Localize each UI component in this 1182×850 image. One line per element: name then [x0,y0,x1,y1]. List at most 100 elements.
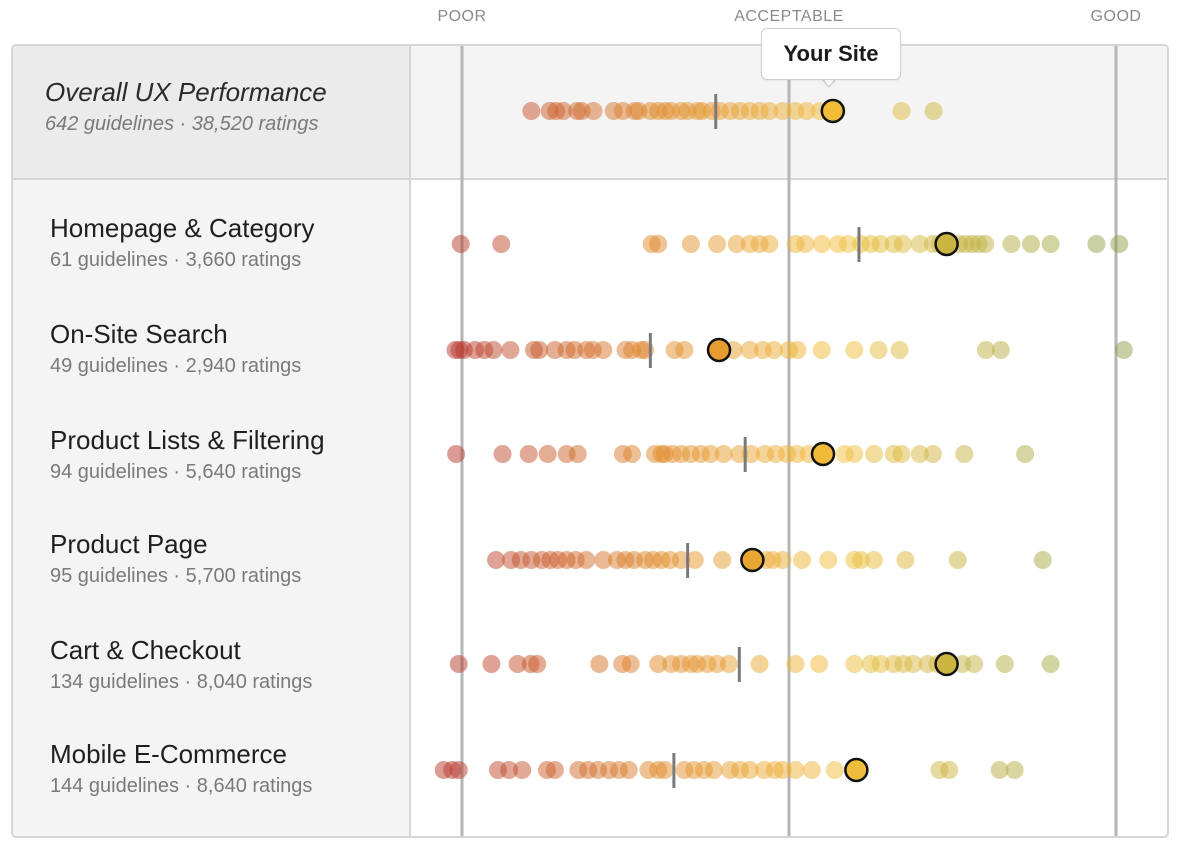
rating-dot [940,761,959,779]
rating-dot [594,341,613,359]
category-subtitle: 49 guidelines · 2,940 ratings [50,355,302,377]
rating-dot [508,655,527,673]
category-title: Product Page [50,529,208,559]
rating-dot [493,445,512,463]
your-site-marker [844,757,869,783]
rating-dot [584,102,603,120]
category-title: Homepage & Category [50,213,315,243]
rating-dot [845,445,864,463]
rating-dot [865,445,884,463]
scale-label-acceptable: ACCEPTABLE [734,8,844,25]
rating-dot [1005,761,1024,779]
category-title: Overall UX Performance [45,77,327,107]
rating-dot [991,341,1010,359]
rating-dot [740,341,759,359]
rating-dot [788,341,807,359]
rating-dot [492,235,511,253]
rating-dot [923,445,942,463]
rating-dot [713,551,732,569]
rating-dot [649,235,668,253]
rating-dot [896,551,915,569]
rating-dot [482,655,501,673]
category-title: Cart & Checkout [50,635,241,665]
rating-dot [845,655,864,673]
rating-dot [955,445,974,463]
category-label: Mobile E-Commerce 144 guidelines · 8,640 … [50,738,312,800]
rating-dot [708,235,727,253]
rating-dot [451,235,470,253]
category-subtitle: 61 guidelines · 3,660 ratings [50,249,302,271]
rating-dot [764,341,783,359]
rating-dot [893,235,912,253]
rating-dot [796,235,815,253]
tooltip-arrow-fill [822,77,836,86]
your-site-marker [820,98,846,124]
scale-label-poor: POOR [437,8,487,25]
rating-dot [568,445,587,463]
rating-dot [1114,341,1133,359]
category-subtitle: 642 guidelines · 38,520 ratings [45,113,319,135]
rating-dot [924,102,943,120]
rating-dot [538,445,557,463]
category-label: Product Lists & Filtering 94 guidelines ·… [50,424,325,486]
category-label: On-Site Search 49 guidelines · 2,940 rati… [50,318,301,380]
rating-dot [810,655,829,673]
rating-dot [904,655,923,673]
rating-dot [1041,655,1060,673]
rating-dot [948,551,967,569]
your-site-marker [810,441,836,467]
rating-dot [910,235,929,253]
rating-dot [484,341,503,359]
rating-dot [786,761,805,779]
rating-dot [623,445,642,463]
rating-dot [1016,445,1035,463]
rating-dot [892,102,911,120]
your-site-marker [934,651,959,677]
rating-dot [890,341,909,359]
category-title: Mobile E-Commerce [50,739,287,769]
rating-dot [714,445,733,463]
rating-dot [976,341,995,359]
rating-dot [1087,235,1106,253]
rating-dot [672,551,691,569]
rating-dot [1041,235,1060,253]
category-subtitle: 94 guidelines · 5,640 ratings [50,461,302,483]
rating-dot [685,551,704,569]
category-label: Overall UX Performance 642 guidelines · 3… [45,76,327,138]
scale-label-good: GOOD [1090,8,1142,25]
category-label: Homepage & Category 61 guidelines · 3,660… [50,212,314,274]
rating-dot [449,655,468,673]
scale-labels: POOR ACCEPTABLE GOOD [0,0,1182,40]
category-subtitle: 134 guidelines · 8,040 ratings [50,671,313,693]
overall-label-cell [13,46,411,178]
rating-dot [760,235,779,253]
rating-dot [655,761,674,779]
rating-dot [719,655,738,673]
rating-dot [812,341,831,359]
rating-dot [750,655,769,673]
rating-dot [727,235,746,253]
rating-dot [545,761,564,779]
your-site-marker [706,337,732,363]
rating-dot [965,655,984,673]
rating-dot [447,445,466,463]
rating-dot [501,341,520,359]
rating-dot [590,655,609,673]
rating-dot [1002,235,1021,253]
rating-dot [701,445,720,463]
rating-dot [513,761,532,779]
rating-dot [1021,235,1040,253]
chart-frame [11,44,1169,838]
rating-dot [910,445,929,463]
category-label: Cart & Checkout 134 guidelines · 8,040 ra… [50,634,312,696]
rating-dot [487,551,506,569]
category-subtitle: 144 guidelines · 8,640 ratings [50,775,313,797]
rating-dot [871,655,890,673]
rating-dot [649,655,668,673]
rating-dot [865,551,884,569]
category-subtitle: 95 guidelines · 5,700 ratings [50,565,302,587]
rating-dot [773,102,792,120]
rating-dot [519,445,538,463]
category-title: On-Site Search [50,319,228,349]
